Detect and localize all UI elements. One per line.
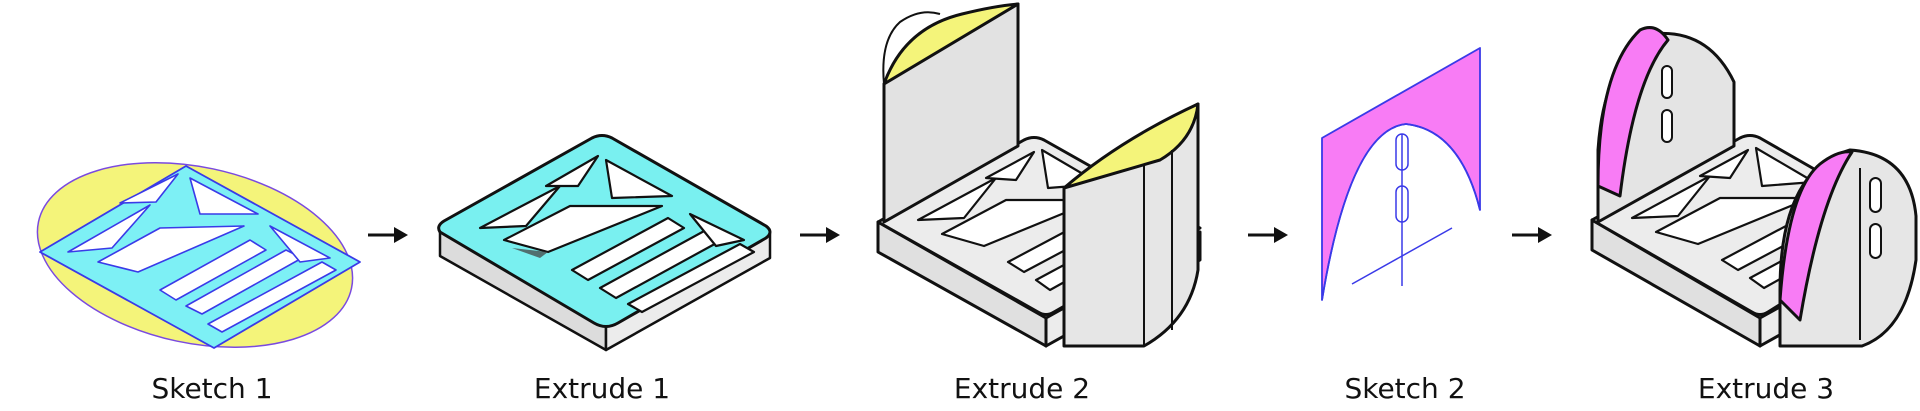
step-label-extrude-1: Extrude 1: [534, 372, 670, 405]
sketch-2-plane: [1321, 47, 1481, 301]
extrude-3-figure: [1590, 26, 1918, 348]
arrow-right-icon: [1512, 227, 1552, 243]
step-label-sketch-2: Sketch 2: [1344, 372, 1465, 405]
step-label-extrude-2: Extrude 2: [954, 372, 1090, 405]
sketch-1-figure: [36, 161, 361, 349]
extrude-2-figure: [876, 2, 1202, 348]
arrow-right-icon: [368, 227, 408, 243]
step-label-sketch-1: Sketch 1: [151, 372, 272, 405]
step-label-extrude-3: Extrude 3: [1698, 372, 1834, 405]
extrude-1-figure: [437, 134, 772, 352]
arrow-right-icon: [800, 227, 840, 243]
sketch-2-figure: [1321, 47, 1481, 301]
arrow-right-icon: [1248, 227, 1288, 243]
